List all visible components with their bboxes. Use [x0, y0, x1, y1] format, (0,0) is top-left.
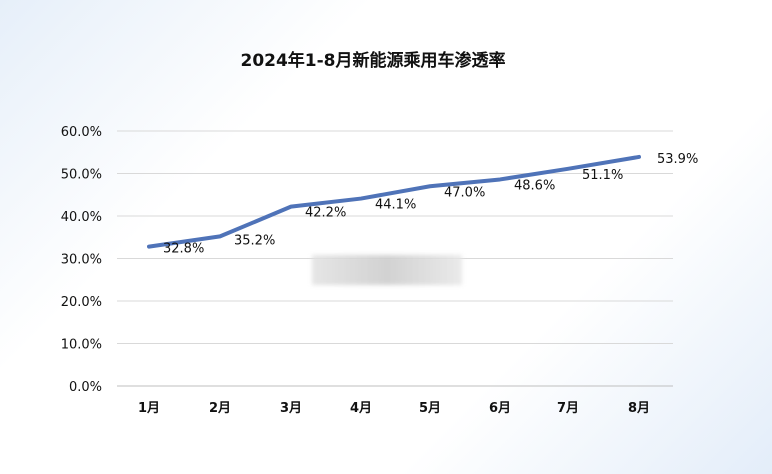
y-tick-label: 30.0%	[61, 253, 102, 268]
y-tick-label: 40.0%	[61, 210, 102, 225]
data-label: 48.6%	[514, 178, 555, 193]
y-tick-label: 10.0%	[61, 338, 102, 353]
x-tick-label: 7月	[557, 401, 579, 416]
x-tick-label: 1月	[138, 401, 160, 416]
data-label: 32.8%	[163, 242, 204, 257]
x-tick-label: 8月	[628, 401, 650, 416]
data-label: 51.1%	[582, 168, 623, 183]
x-tick-label: 4月	[350, 401, 372, 416]
data-label: 53.9%	[657, 152, 698, 167]
y-tick-label: 0.0%	[69, 380, 102, 395]
y-tick-label: 20.0%	[61, 295, 102, 310]
x-tick-label: 5月	[419, 401, 441, 416]
data-label: 35.2%	[234, 233, 275, 248]
x-tick-label: 3月	[280, 401, 302, 416]
chart-title: 2024年1-8月新能源乘用车渗透率	[240, 50, 505, 71]
y-tick-label: 50.0%	[61, 168, 102, 183]
y-tick-label: 60.0%	[61, 125, 102, 140]
data-label: 47.0%	[444, 185, 485, 200]
x-tick-label: 6月	[489, 401, 511, 416]
data-label: 44.1%	[375, 198, 416, 213]
data-labels: 32.8% 35.2% 42.2% 44.1% 47.0% 48.6% 51.1% 53.9%	[163, 152, 698, 257]
x-tick-label: 2月	[209, 401, 231, 416]
series-line-layer	[147, 154, 641, 249]
data-label: 42.2%	[305, 206, 346, 221]
axes: 0.0% 10.0% 20.0% 30.0% 40.0% 50.0% 60.0% 1月 2月 3月…	[61, 125, 673, 416]
blurred-watermark	[312, 255, 462, 285]
series-line	[147, 154, 641, 249]
